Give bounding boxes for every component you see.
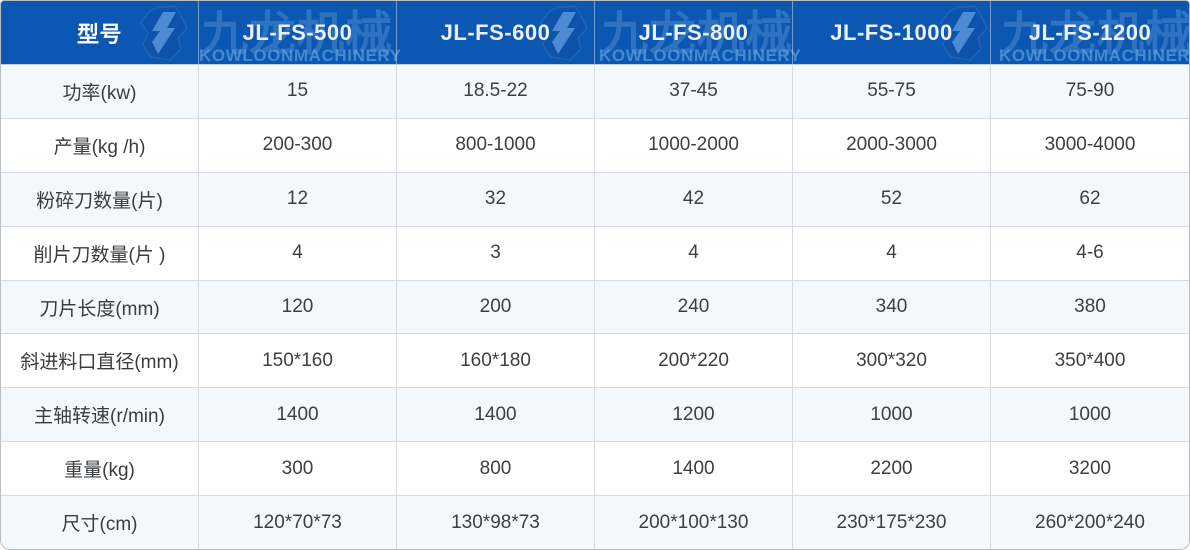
spec-cell: 1000 [793,388,991,442]
spec-cell: 1000 [1068,403,1112,425]
spec-cell: 200*220 [595,334,793,388]
spec-cell: 150*160 [199,334,397,388]
spec-row-label: 重量(kg) [1,442,199,496]
table-row-dimensions: 尺寸(cm) 120*70*73 130*98*73 200*100*130 2… [1,496,1189,549]
spec-cell: 4 [595,226,793,280]
column-header-jl-fs-800: JL-FS-800 [595,1,793,64]
spec-cell: 340 [793,280,991,334]
spec-cell: 380 [1074,296,1106,317]
column-header-jl-fs-1200: JL-FS-1200 [1028,19,1152,45]
spec-cell: 120 [199,280,397,334]
spec-row-label: 尺寸(cm) [1,496,199,549]
spec-cell: 37-45 [595,65,793,118]
spec-cell: 800-1000 [397,118,595,172]
spec-row-label: 削片刀数量(片 ) [1,226,199,280]
table-row-spindle-speed: 主轴转速(r/min) 1400 1400 1200 1000 1000 [1,388,1189,443]
spec-cell: 32 [397,172,595,226]
column-header-jl-fs-1000: JL-FS-1000 [793,1,991,64]
spec-cell: 4-6 [1076,242,1104,264]
spec-cell: 12 [199,172,397,226]
spec-cell: 62 [1079,188,1101,210]
spec-row-label: 刀片长度(mm) [1,280,199,334]
spec-cell: 130*98*73 [397,496,595,549]
column-header-model-label: 型号 [1,1,199,64]
spec-cell: 200 [397,280,595,334]
spec-cell: 4 [199,226,397,280]
spec-cell: 350*400 [1054,349,1126,371]
spec-cell: 300 [199,442,397,496]
spec-cell: 1400 [595,442,793,496]
table-row-power: 功率(kw) 15 18.5-22 37-45 55-75 75-90 [1,65,1189,119]
spec-row-label: 功率(kw) [1,65,199,118]
spec-cell: 1400 [397,388,595,442]
spec-row-label: 斜进料口直径(mm) [1,334,199,388]
table-row-chipping-blades: 削片刀数量(片 ) 4 3 4 4 4-6 [1,226,1189,281]
spec-cell: 15 [199,65,397,118]
spec-cell: 800 [397,442,595,496]
table-row-crushing-blades: 粉碎刀数量(片) 12 32 42 52 62 [1,172,1189,227]
spec-cell: 1400 [199,388,397,442]
spec-cell: 300*320 [793,334,991,388]
spec-row-label: 粉碎刀数量(片) [1,172,199,226]
column-header-jl-fs-500: JL-FS-500 [199,1,397,64]
spec-cell: 75-90 [1065,80,1115,102]
spec-cell: 3 [397,226,595,280]
spec-cell: 3000-4000 [1044,134,1136,156]
spec-cell: 2200 [793,442,991,496]
spec-cell: 260*200*240 [1035,511,1145,533]
spec-cell: 55-75 [793,65,991,118]
spec-cell: 120*70*73 [199,496,397,549]
spec-cell: 230*175*230 [793,496,991,549]
spec-cell: 1200 [595,388,793,442]
spec-cell: 200*100*130 [595,496,793,549]
spec-cell: 2000-3000 [793,118,991,172]
table-row-output: 产量(kg /h) 200-300 800-1000 1000-2000 200… [1,118,1189,173]
spec-row-label: 产量(kg /h) [1,118,199,172]
table-row-inlet-diameter: 斜进料口直径(mm) 150*160 160*180 200*220 300*3… [1,334,1189,389]
spec-row-label: 主轴转速(r/min) [1,388,199,442]
table-header-row: 九龙机械 KOWLOONMACHINERY 九龙机械 KOWLOONMACHIN… [1,1,1189,65]
column-header-jl-fs-600: JL-FS-600 [397,1,595,64]
spec-cell: 160*180 [397,334,595,388]
table-row-weight: 重量(kg) 300 800 1400 2200 3200 [1,442,1189,497]
spec-cell: 4 [793,226,991,280]
spec-cell: 240 [595,280,793,334]
spec-cell: 1000-2000 [595,118,793,172]
table-row-blade-length: 刀片长度(mm) 120 200 240 340 380 [1,280,1189,335]
table-body: 功率(kw) 15 18.5-22 37-45 55-75 75-90 产量(k… [1,65,1189,549]
spec-cell: 3200 [1068,457,1112,479]
spec-cell: 200-300 [199,118,397,172]
spec-cell: 52 [793,172,991,226]
spec-cell: 18.5-22 [397,65,595,118]
spec-cell: 42 [595,172,793,226]
